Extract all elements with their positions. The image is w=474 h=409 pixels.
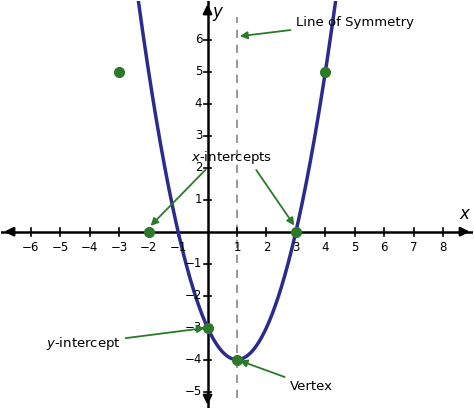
Text: 6: 6 (381, 240, 388, 254)
Text: −3: −3 (110, 240, 128, 254)
Text: 7: 7 (410, 240, 418, 254)
Text: 5: 5 (195, 65, 202, 78)
Text: 3: 3 (292, 240, 300, 254)
Text: −4: −4 (185, 353, 202, 366)
Text: Vertex: Vertex (242, 360, 333, 393)
Text: −5: −5 (52, 240, 69, 254)
Text: 2: 2 (195, 161, 202, 174)
Text: 4: 4 (321, 240, 329, 254)
Text: 4: 4 (195, 97, 202, 110)
Text: 5: 5 (351, 240, 358, 254)
Text: 6: 6 (195, 33, 202, 46)
Text: Line of Symmetry: Line of Symmetry (242, 16, 414, 38)
Text: 2: 2 (263, 240, 270, 254)
Text: $x$-intercepts: $x$-intercepts (191, 149, 272, 166)
Text: $y$-intercept: $y$-intercept (46, 326, 203, 352)
Text: 1: 1 (233, 240, 241, 254)
Text: −1: −1 (169, 240, 187, 254)
Text: −6: −6 (22, 240, 39, 254)
Text: −3: −3 (185, 321, 202, 334)
Text: −4: −4 (81, 240, 99, 254)
Text: −1: −1 (185, 257, 202, 270)
Text: −5: −5 (185, 385, 202, 398)
Text: −2: −2 (185, 289, 202, 302)
Text: −2: −2 (140, 240, 157, 254)
Text: y: y (213, 3, 223, 21)
Text: 3: 3 (195, 129, 202, 142)
Text: 8: 8 (439, 240, 447, 254)
Text: 1: 1 (195, 193, 202, 206)
Text: x: x (460, 205, 470, 223)
